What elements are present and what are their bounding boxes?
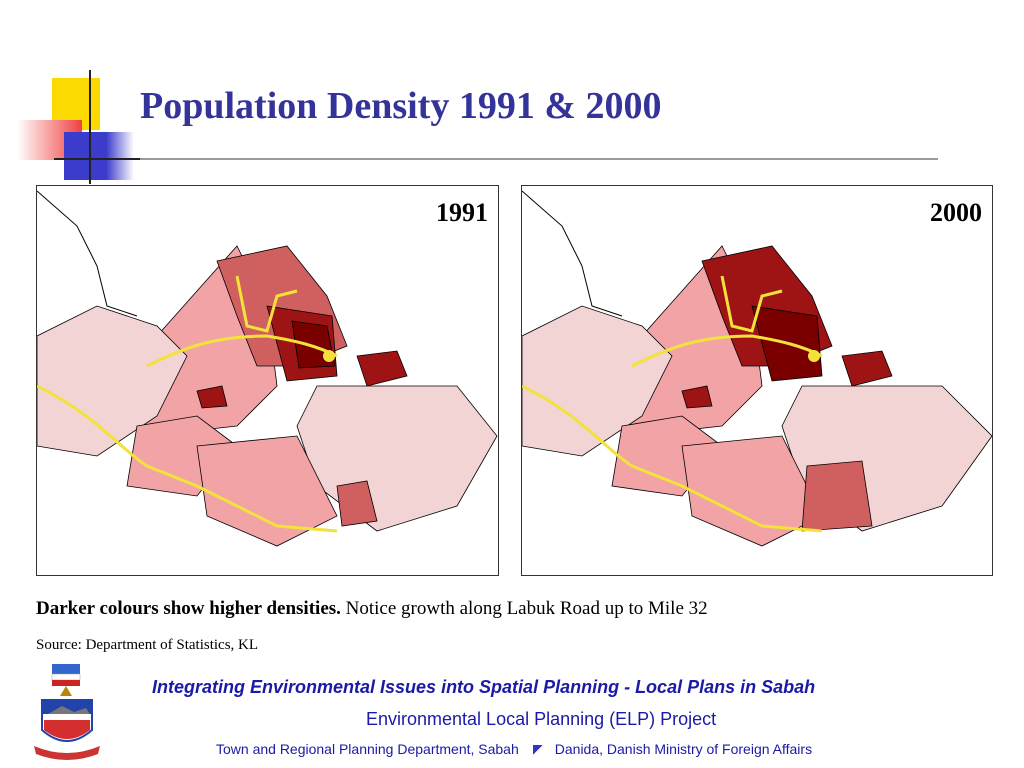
slide-title: Population Density 1991 & 2000 <box>140 85 662 127</box>
footer-project-title: Integrating Environmental Issues into Sp… <box>152 677 816 697</box>
data-source: Source: Department of Statistics, KL <box>36 637 259 653</box>
density-map-2000 <box>522 190 992 547</box>
map-caption: Darker colours show higher densities. No… <box>36 598 708 620</box>
decor-blue-square <box>64 132 134 180</box>
density-map-1991 <box>37 190 498 547</box>
map-2000: 2000 <box>521 185 993 576</box>
footer-partners: Town and Regional Planning Department, S… <box>216 741 812 757</box>
title-divider <box>140 158 938 160</box>
square-bullet-icon <box>532 745 543 756</box>
year-label-2000: 2000 <box>930 198 982 227</box>
caption-emphasis: Darker colours show higher densities. <box>36 598 341 619</box>
year-label-1991: 1991 <box>436 198 488 227</box>
decor-vertical-line <box>89 70 91 184</box>
footer-project-name: Environmental Local Planning (ELP) Proje… <box>366 709 717 729</box>
footer-partner-trpd: Town and Regional Planning Department, S… <box>216 741 519 757</box>
sabah-crest-logo <box>34 664 100 760</box>
map-1991: 1991 <box>36 185 499 576</box>
caption-text: Notice growth along Labuk Road up to Mil… <box>340 598 708 619</box>
decor-horizontal-line <box>54 158 140 160</box>
footer-partner-danida: Danida, Danish Ministry of Foreign Affai… <box>554 741 813 757</box>
